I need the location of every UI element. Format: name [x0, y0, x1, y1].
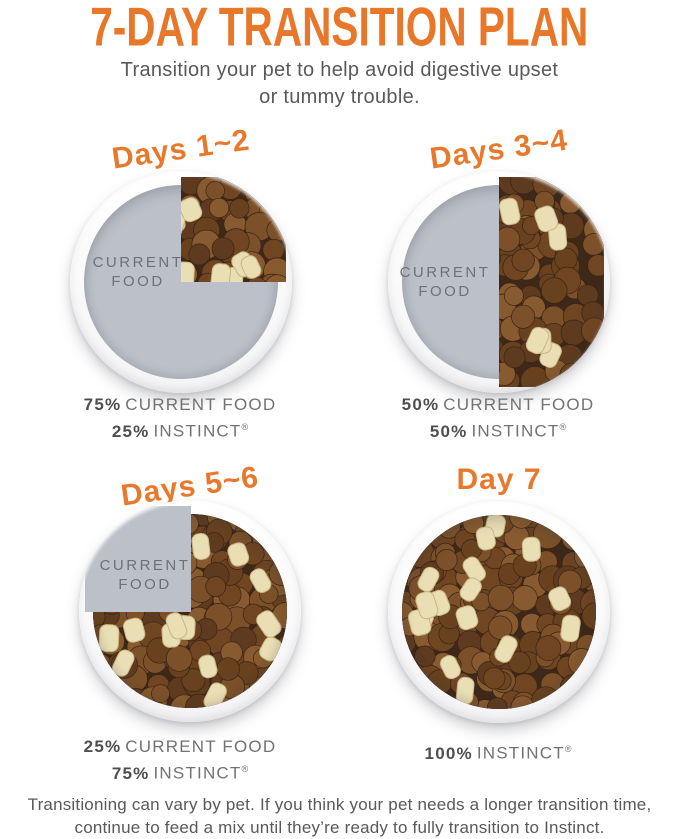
caption-days-5-6: 25% CURRENT FOOD 75% INSTINCT®: [60, 736, 300, 785]
footer-note: Transitioning can vary by pet. If you th…: [0, 793, 679, 839]
caption-food: CURRENT FOOD: [125, 737, 277, 756]
caption-percent: 25%: [83, 737, 122, 756]
caption-day-7: 100% INSTINCT®: [378, 738, 618, 765]
kibble-illustration: [93, 514, 287, 708]
registered-mark: ®: [241, 422, 249, 432]
caption-percent: 50%: [429, 421, 468, 441]
caption-percent: 75%: [111, 763, 150, 783]
subtitle-line-2: or tummy trouble.: [259, 86, 420, 108]
caption-food: CURRENT FOOD: [125, 395, 277, 414]
caption-line: 25% INSTINCT®: [60, 416, 300, 443]
current-food-label: CURRENT FOOD: [92, 254, 184, 290]
bowl-days-1-2: CURRENT FOOD: [70, 171, 292, 393]
registered-mark: ®: [564, 744, 572, 754]
current-food-label: CURRENT FOOD: [99, 557, 191, 593]
kibble-illustration: [402, 515, 596, 709]
caption-food: INSTINCT: [476, 743, 565, 763]
caption-food: CURRENT FOOD: [443, 395, 595, 414]
caption-line: 75% INSTINCT®: [60, 758, 300, 785]
caption-food: INSTINCT: [153, 421, 242, 441]
page-title-text: 7-DAY TRANSITION PLAN: [90, 0, 589, 59]
bowl-kibble-area: [93, 514, 287, 708]
registered-mark: ®: [559, 422, 567, 432]
caption-percent: 25%: [111, 421, 150, 441]
caption-line: 100% INSTINCT®: [378, 738, 618, 765]
caption-days-3-4: 50% CURRENT FOOD 50% INSTINCT®: [378, 394, 618, 443]
caption-food: INSTINCT: [471, 421, 560, 441]
caption-line: 50% INSTINCT®: [378, 416, 618, 443]
caption-food: INSTINCT: [153, 763, 242, 783]
bowl-days-3-4: CURRENT FOOD: [388, 171, 610, 393]
footer-line-2: continue to feed a mix until they’re rea…: [74, 818, 605, 837]
caption-days-1-2: 75% CURRENT FOOD 25% INSTINCT®: [60, 394, 300, 443]
page-subtitle: Transition your pet to help avoid digest…: [0, 57, 679, 111]
caption-percent: 75%: [83, 395, 122, 414]
day-label-day-7: Day 7: [456, 463, 542, 496]
bowl-current-food-area: [85, 506, 191, 612]
caption-line: 50% CURRENT FOOD: [378, 394, 618, 416]
bowl-days-5-6: CURRENT FOOD: [79, 500, 301, 722]
page-title: 7-DAY TRANSITION PLAN: [0, 0, 679, 59]
bowl-kibble-area: [402, 515, 596, 709]
registered-mark: ®: [241, 764, 249, 774]
caption-percent: 50%: [401, 395, 440, 414]
caption-line: 75% CURRENT FOOD: [60, 394, 300, 416]
caption-line: 25% CURRENT FOOD: [60, 736, 300, 758]
footer-line-1: Transitioning can vary by pet. If you th…: [27, 795, 652, 814]
caption-percent: 100%: [424, 743, 473, 763]
subtitle-line-1: Transition your pet to help avoid digest…: [120, 59, 559, 81]
bowl-day-7: [388, 501, 610, 723]
current-food-label: CURRENT FOOD: [399, 264, 491, 300]
